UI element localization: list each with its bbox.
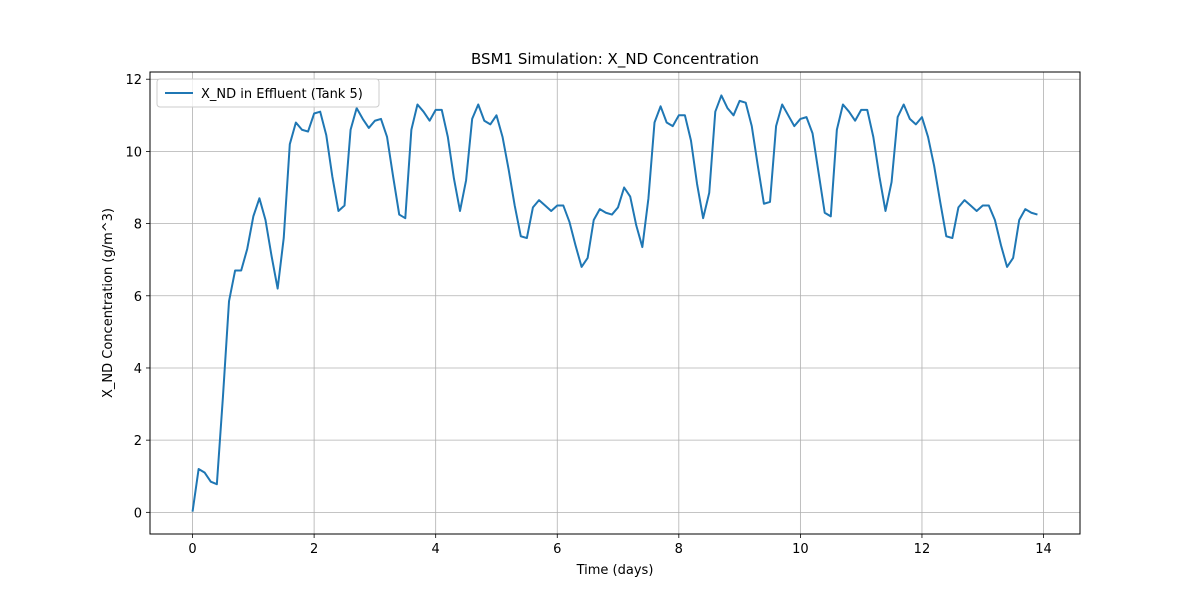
grid xyxy=(150,72,1080,534)
legend-label: X_ND in Effluent (Tank 5) xyxy=(201,87,363,102)
y-axis-title: X_ND Concentration (g/m^3) xyxy=(101,208,116,398)
x-tick-label: 2 xyxy=(310,542,318,557)
y-tick-label: 2 xyxy=(134,434,142,449)
series-line xyxy=(191,94,1038,512)
legend: X_ND in Effluent (Tank 5) xyxy=(156,78,380,108)
series-layer xyxy=(191,94,1038,512)
plot-frame xyxy=(149,71,1081,535)
chart-title: BSM1 Simulation: X_ND Concentration xyxy=(471,50,759,69)
y-tick-label: 8 xyxy=(134,218,142,233)
x-tick-label: 4 xyxy=(432,542,440,557)
y-tick-label: 0 xyxy=(134,506,142,521)
x-tick-label: 6 xyxy=(553,542,561,557)
x-tick-label: 10 xyxy=(792,542,809,557)
x-tick-label: 8 xyxy=(675,542,683,557)
legend-box xyxy=(156,78,380,108)
x-axis-title: Time (days) xyxy=(576,563,654,578)
x-tick-label: 0 xyxy=(188,542,196,557)
ticks: 0 2 4 6 8 10 12 14 0 2 4 6 8 10 12 xyxy=(125,73,1051,557)
y-tick-label: 10 xyxy=(125,145,142,160)
y-tick-label: 12 xyxy=(125,73,142,88)
x-tick-label: 14 xyxy=(1035,542,1052,557)
x-tick-label: 12 xyxy=(914,542,931,557)
y-tick-label: 4 xyxy=(134,362,142,377)
y-tick-label: 6 xyxy=(134,290,142,305)
